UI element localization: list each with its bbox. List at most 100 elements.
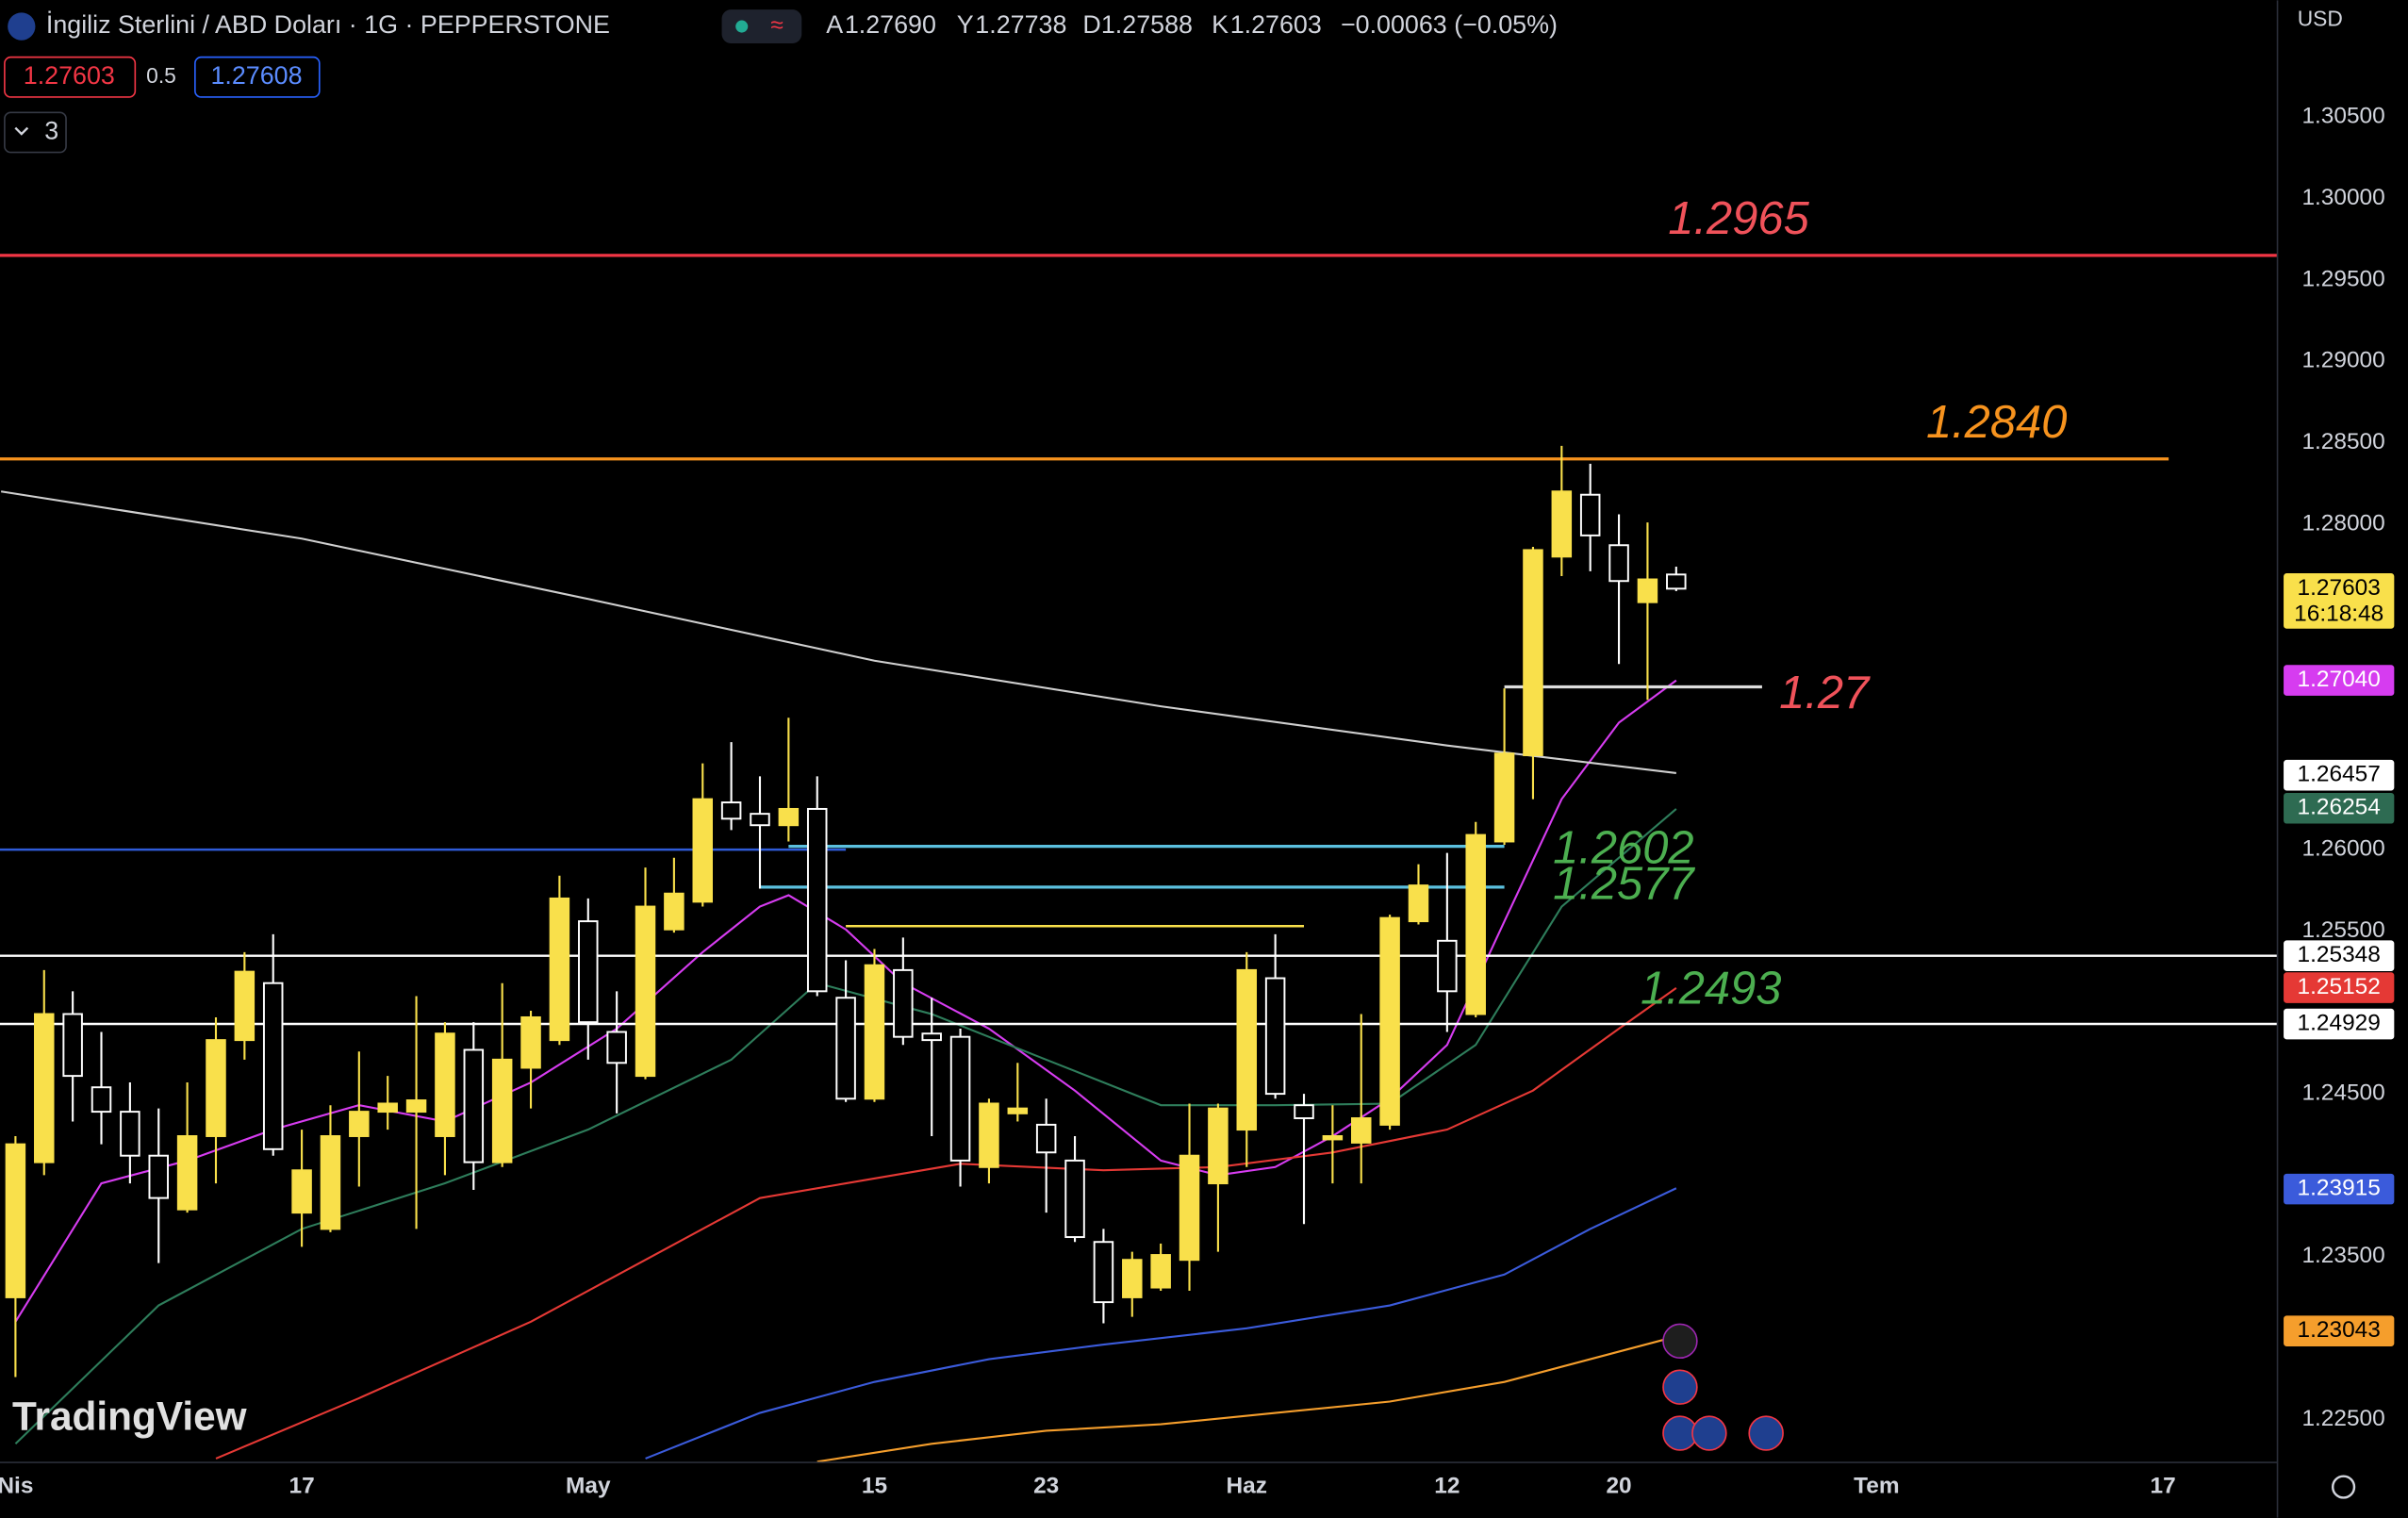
candle-body bbox=[1294, 1104, 1314, 1119]
candle-body bbox=[1379, 916, 1400, 1126]
candle-body bbox=[520, 1015, 541, 1069]
x-tick-label: Haz bbox=[1227, 1474, 1267, 1499]
watermark: TradingView bbox=[12, 1394, 247, 1439]
candle-body bbox=[893, 968, 914, 1038]
candle-body bbox=[1579, 493, 1601, 536]
event-icon[interactable] bbox=[1662, 1323, 1698, 1360]
y-tick-label: 1.24500 bbox=[2301, 1081, 2384, 1106]
candle-body bbox=[5, 1143, 26, 1298]
candle-body bbox=[1179, 1154, 1200, 1262]
candle-body bbox=[34, 1013, 55, 1163]
candle-body bbox=[234, 970, 256, 1042]
x-tick-label: 12 bbox=[1434, 1474, 1460, 1499]
price-label-box bbox=[2284, 1315, 2395, 1346]
candle-body bbox=[262, 982, 284, 1150]
price-label-box bbox=[2284, 665, 2395, 696]
event-icon[interactable] bbox=[1691, 1415, 1727, 1451]
candle-body bbox=[1064, 1159, 1085, 1239]
buy-price[interactable]: 1.27608 bbox=[210, 61, 302, 90]
level-label: 1.2602 bbox=[1553, 822, 1693, 873]
ohlc-key: K bbox=[1212, 10, 1229, 39]
axes: 1.22500 1.23500 1.24500 1.25500 1.26000 1.280… bbox=[0, 104, 2395, 1499]
candle-body bbox=[1122, 1259, 1143, 1298]
sell-price[interactable]: 1.27603 bbox=[24, 61, 115, 90]
candle-body bbox=[1465, 833, 1486, 1015]
settings-icon[interactable] bbox=[2331, 1475, 2356, 1499]
price-countdown: 16:18:48 bbox=[2294, 601, 2383, 626]
ohlc-value: 1.27690 bbox=[845, 10, 936, 39]
ohlc-key: A bbox=[826, 10, 843, 39]
price-label-box bbox=[2284, 1008, 2395, 1040]
candle-body bbox=[491, 1058, 513, 1163]
y-tick-label: 1.30000 bbox=[2301, 185, 2384, 210]
y-tick-label: 1.29500 bbox=[2301, 266, 2384, 291]
candle-body bbox=[1608, 544, 1629, 583]
candle-body bbox=[91, 1086, 112, 1114]
indicators-count[interactable]: 3 bbox=[44, 117, 58, 145]
event-icon[interactable] bbox=[1662, 1369, 1698, 1405]
x-tick-label: 17 bbox=[289, 1474, 315, 1499]
x-tick-label: 17 bbox=[2150, 1474, 2175, 1499]
candle-body bbox=[635, 905, 656, 1078]
candle-body bbox=[1007, 1107, 1029, 1114]
y-tick-label: 1.22500 bbox=[2301, 1406, 2384, 1431]
y-tick-label: 1.29000 bbox=[2301, 348, 2384, 373]
candle-body bbox=[835, 997, 856, 1100]
sell-button[interactable] bbox=[4, 56, 137, 98]
candle-body bbox=[692, 798, 714, 903]
price-label-box bbox=[2284, 792, 2395, 824]
level-label: 1.2577 bbox=[1553, 859, 1695, 910]
price-label: 1.26254 bbox=[2298, 795, 2381, 820]
event-icon[interactable] bbox=[1748, 1415, 1784, 1451]
x-tick-label: Nis bbox=[0, 1474, 33, 1499]
candle-body bbox=[1350, 1117, 1372, 1144]
chevron bbox=[14, 126, 29, 136]
y-tick-label: 1.23500 bbox=[2301, 1243, 2384, 1268]
candle-body bbox=[1150, 1254, 1171, 1289]
buy-button[interactable] bbox=[194, 56, 321, 98]
indicators-toggle[interactable] bbox=[4, 111, 67, 154]
candle-body bbox=[435, 1032, 455, 1137]
candle-body bbox=[778, 807, 800, 827]
y-tick-label: 1.25500 bbox=[2301, 917, 2384, 943]
candle-body bbox=[377, 1102, 398, 1114]
currency[interactable]: USD bbox=[2298, 7, 2343, 31]
candle-body bbox=[1493, 752, 1515, 843]
price-label-box bbox=[2284, 940, 2395, 971]
candle-body bbox=[1551, 490, 1573, 558]
y-tick-label: 1.28500 bbox=[2301, 429, 2384, 454]
indicator-line bbox=[645, 1187, 1677, 1460]
indicator-line bbox=[0, 490, 1676, 775]
price-label: 1.26457 bbox=[2298, 762, 2381, 787]
candle-body bbox=[1093, 1241, 1114, 1304]
symbol-title[interactable]: İngiliz Sterlini / ABD Doları · 1G · PEP… bbox=[46, 9, 610, 39]
candle-body bbox=[578, 920, 599, 1024]
y-tick-label: 1.28000 bbox=[2301, 510, 2384, 536]
candle-body bbox=[1208, 1107, 1229, 1185]
price-label: 1.25348 bbox=[2298, 942, 2381, 967]
candle-body bbox=[62, 1013, 83, 1078]
x-tick-label: 20 bbox=[1606, 1474, 1631, 1499]
level-label: 1.2965 bbox=[1668, 193, 1809, 244]
candle-body bbox=[1637, 578, 1658, 603]
price-label: 1.27040 bbox=[2298, 667, 2381, 692]
candle-body bbox=[864, 964, 885, 1100]
candle-body bbox=[176, 1135, 198, 1211]
candle-body bbox=[1264, 977, 1286, 1096]
candle-body bbox=[549, 897, 570, 1042]
price-label: 1.23915 bbox=[2298, 1176, 2381, 1201]
spread: 0.5 bbox=[146, 63, 176, 88]
data-icon: ≈ bbox=[770, 13, 783, 39]
candle-body bbox=[463, 1048, 485, 1163]
price-label: 1.25152 bbox=[2298, 974, 2381, 999]
candle-body bbox=[750, 813, 770, 827]
y-tick-label: 1.26000 bbox=[2301, 836, 2384, 862]
status-pill[interactable] bbox=[721, 9, 802, 43]
candle-body bbox=[120, 1111, 140, 1157]
change: −0.00063 (−0.05%) bbox=[1341, 10, 1558, 39]
candle-body bbox=[664, 892, 684, 931]
